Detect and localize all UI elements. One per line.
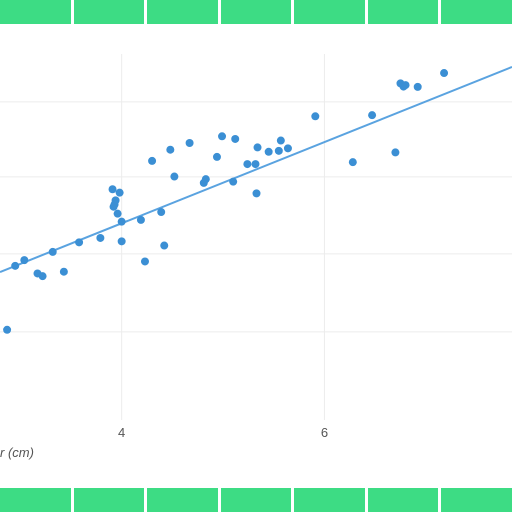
x-tick-label: 6	[321, 425, 328, 440]
data-point	[348, 158, 357, 167]
top-band-segment	[367, 0, 439, 24]
data-point	[111, 196, 120, 205]
bottom-color-band	[0, 488, 512, 512]
top-band-segment	[73, 0, 145, 24]
data-points	[3, 69, 449, 334]
data-point	[212, 152, 221, 161]
data-point	[48, 247, 57, 256]
data-point	[231, 134, 240, 143]
data-point	[276, 136, 285, 145]
x-axis-title: r (cm)	[0, 445, 34, 460]
data-point	[170, 172, 179, 181]
bottom-band-segment	[220, 488, 292, 512]
top-band-segment	[220, 0, 292, 24]
data-point	[117, 217, 126, 226]
data-point	[401, 81, 410, 90]
data-point	[252, 189, 261, 198]
data-point	[229, 177, 238, 186]
bottom-band-segment	[0, 488, 71, 512]
data-point	[201, 175, 210, 184]
data-point	[368, 111, 377, 120]
data-point	[251, 160, 260, 169]
gridlines	[0, 54, 512, 420]
bottom-band-segment	[441, 488, 512, 512]
data-point	[75, 238, 84, 247]
data-point	[115, 188, 124, 197]
data-point	[274, 146, 283, 155]
trendline	[0, 66, 512, 273]
top-color-band	[0, 0, 512, 24]
top-band-segment	[147, 0, 218, 24]
data-point	[59, 267, 68, 276]
top-band-segment	[441, 0, 512, 24]
data-point	[11, 261, 20, 270]
x-tick-label: 4	[118, 425, 125, 440]
data-point	[413, 82, 422, 91]
top-band-segment	[294, 0, 365, 24]
data-point	[108, 185, 117, 194]
data-point	[157, 208, 166, 217]
data-point	[243, 160, 252, 169]
data-point	[96, 233, 105, 242]
data-point	[148, 156, 157, 165]
data-point	[140, 257, 149, 266]
data-point	[20, 256, 29, 265]
trendline-layer	[0, 66, 512, 273]
data-point	[311, 112, 320, 121]
data-point	[166, 145, 175, 154]
data-point	[113, 209, 122, 218]
data-point	[117, 237, 126, 246]
data-point	[218, 132, 227, 141]
bottom-band-segment	[73, 488, 145, 512]
bottom-band-segment	[294, 488, 365, 512]
data-point	[3, 325, 12, 334]
data-point	[38, 272, 47, 281]
top-band-segment	[0, 0, 71, 24]
data-point	[253, 143, 262, 152]
bottom-band-segment	[147, 488, 218, 512]
data-point	[283, 144, 292, 153]
data-point	[185, 138, 194, 147]
data-point	[264, 147, 273, 156]
bottom-band-segment	[367, 488, 439, 512]
data-point	[391, 148, 400, 157]
data-point	[440, 69, 449, 78]
data-point	[160, 241, 169, 250]
data-point	[136, 215, 145, 224]
